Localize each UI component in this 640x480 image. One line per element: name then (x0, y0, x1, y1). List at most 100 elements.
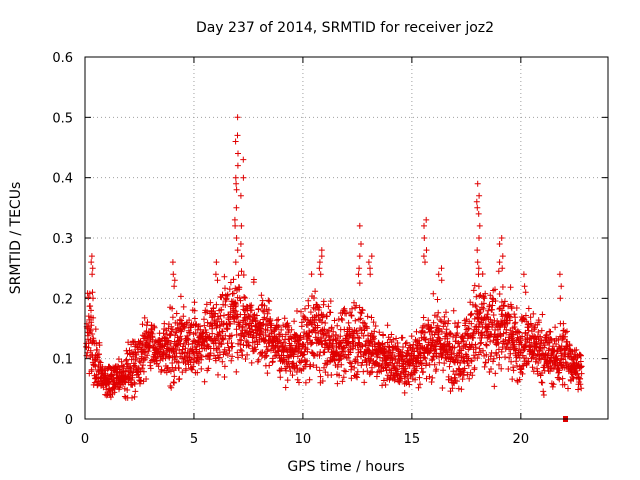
data-point (305, 302, 312, 309)
data-point (376, 329, 383, 336)
data-point (498, 235, 505, 241)
data-point (167, 331, 174, 338)
data-point (259, 297, 266, 304)
data-point (413, 367, 420, 374)
data-point (573, 346, 580, 353)
data-point (488, 366, 494, 372)
data-point (408, 333, 415, 340)
data-point (468, 357, 475, 364)
data-point (215, 371, 221, 378)
data-point (230, 276, 237, 283)
data-point (232, 222, 239, 229)
data-point (382, 348, 389, 355)
data-point (521, 283, 528, 290)
data-point (96, 342, 103, 349)
data-point (507, 317, 513, 324)
data-point (535, 360, 542, 366)
data-point (346, 359, 353, 366)
data-point (519, 370, 526, 377)
data-point (187, 329, 194, 336)
data-point (476, 192, 483, 199)
data-point (516, 346, 523, 352)
data-point (220, 336, 227, 343)
data-point (441, 313, 448, 320)
data-point (233, 326, 240, 333)
data-point (371, 335, 378, 342)
data-point (413, 345, 420, 352)
data-point (268, 322, 275, 329)
data-point (296, 379, 302, 386)
data-point (487, 353, 494, 360)
data-point (141, 314, 148, 321)
data-point (422, 355, 429, 362)
data-point (501, 298, 508, 305)
data-point (423, 216, 430, 223)
data-point (193, 346, 200, 353)
data-point (547, 335, 554, 342)
data-point (390, 347, 396, 354)
data-point (458, 386, 465, 393)
data-point (85, 294, 92, 301)
data-point (191, 307, 198, 314)
data-point (459, 376, 466, 383)
data-point (351, 364, 358, 371)
y-tick-label: 0 (65, 413, 73, 428)
data-point (476, 345, 483, 352)
data-point (490, 358, 496, 365)
data-point (436, 325, 443, 332)
data-point (275, 316, 282, 323)
data-point (570, 375, 577, 382)
data-point (316, 304, 323, 311)
data-point (214, 277, 221, 284)
data-point (242, 356, 249, 362)
data-point (480, 300, 487, 307)
data-point (131, 393, 138, 400)
data-point (160, 330, 167, 337)
data-point (367, 271, 374, 278)
data-point (90, 314, 97, 321)
data-point (475, 265, 482, 272)
data-point (313, 364, 320, 371)
data-point (379, 340, 386, 347)
data-point (527, 320, 534, 327)
data-point (499, 307, 506, 314)
data-point (213, 301, 220, 308)
data-point (234, 247, 241, 254)
data-point (578, 385, 585, 392)
data-point (430, 290, 437, 297)
data-point (266, 298, 273, 305)
data-point (89, 271, 96, 278)
data-point (88, 366, 95, 373)
data-point (468, 310, 475, 317)
data-point (342, 368, 349, 375)
data-point (167, 340, 174, 347)
data-point (314, 303, 321, 310)
data-point (535, 329, 542, 335)
data-point (454, 378, 460, 385)
data-point (337, 340, 344, 347)
data-point (364, 313, 371, 320)
data-point (530, 310, 537, 317)
data-point (438, 265, 445, 272)
y-tick-label: 0.4 (52, 172, 73, 187)
data-point (239, 323, 246, 330)
data-point (328, 372, 335, 378)
data-point (344, 339, 351, 346)
data-point (552, 324, 559, 331)
data-point (233, 180, 240, 187)
data-point (265, 307, 272, 313)
data-point (564, 328, 570, 335)
data-point (420, 253, 427, 260)
data-point (201, 316, 207, 323)
data-point (235, 150, 241, 157)
data-point (139, 365, 146, 372)
data-point (281, 315, 288, 322)
data-point (515, 328, 522, 335)
data-point (506, 354, 513, 361)
data-point (507, 284, 514, 291)
data-point (228, 340, 235, 346)
data-point (182, 345, 189, 352)
data-point (415, 384, 422, 391)
data-point (264, 370, 271, 377)
data-point (356, 253, 363, 260)
